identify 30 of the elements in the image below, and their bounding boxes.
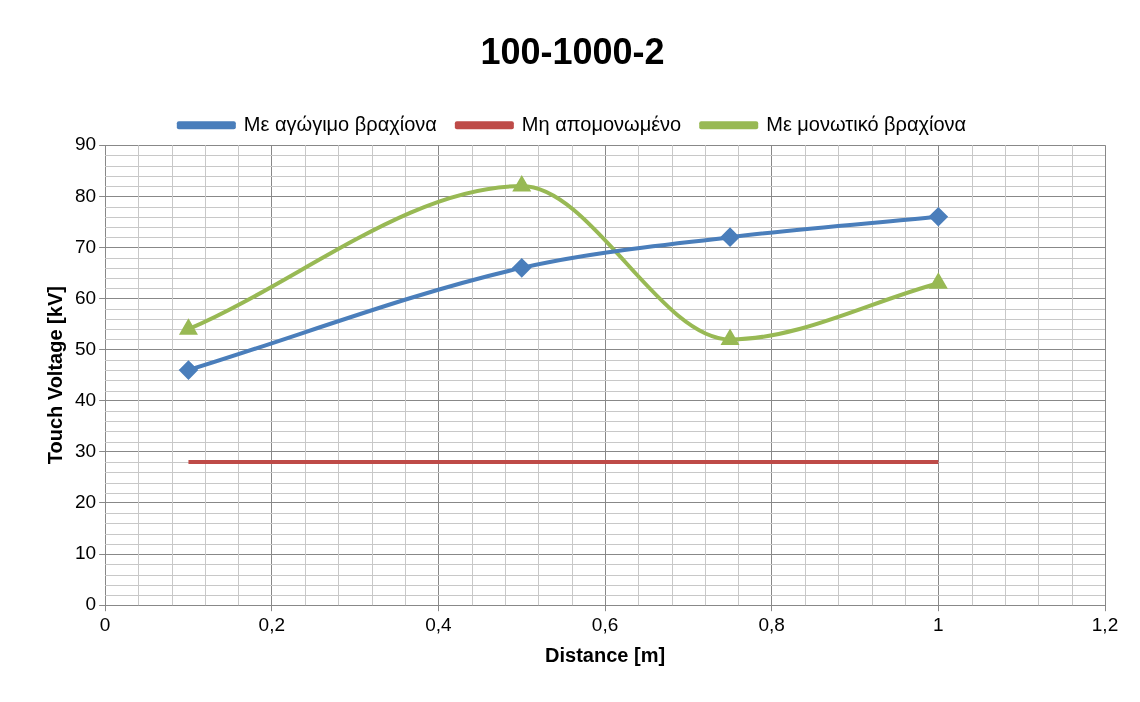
x-tick-label: 0,2 [258, 613, 285, 635]
point [721, 228, 740, 247]
point [930, 274, 947, 289]
chart-title: 100-1000-2 [480, 30, 665, 72]
x-tick-label: 0 [99, 613, 111, 635]
point [180, 320, 197, 335]
y-tick-label: 60 [74, 286, 97, 308]
y-tick-label: 50 [74, 337, 97, 359]
y-tick-label: 70 [74, 235, 97, 257]
y-tick-label: 90 [74, 133, 97, 155]
point [513, 177, 530, 192]
point [929, 207, 948, 226]
x-tick-label: 0,6 [591, 613, 619, 635]
legend-label: Μη απομονωμένο [521, 112, 682, 135]
y-tick-label: 40 [74, 388, 97, 410]
x-axis-title: Distance [m] [545, 643, 666, 666]
legend-label: Με μονωτικό βραχίονα [766, 112, 967, 135]
y-tick-label: 80 [74, 184, 97, 206]
y-tick-label: 10 [74, 542, 97, 564]
x-tick-label: 1 [933, 613, 944, 635]
x-tick-label: 1,2 [1091, 613, 1119, 635]
x-tick-label: 0,4 [425, 613, 453, 635]
y-tick-label: 30 [74, 440, 97, 462]
legend-label: Με αγώγιμο βραχίονα [243, 112, 437, 135]
point [512, 258, 531, 277]
point [721, 330, 739, 345]
y-axis-title: Touch Voltage [kV] [43, 286, 66, 465]
x-tick-label: 0,8 [758, 613, 785, 635]
y-tick-label: 20 [74, 491, 97, 513]
y-tick-label: 0 [85, 593, 97, 615]
